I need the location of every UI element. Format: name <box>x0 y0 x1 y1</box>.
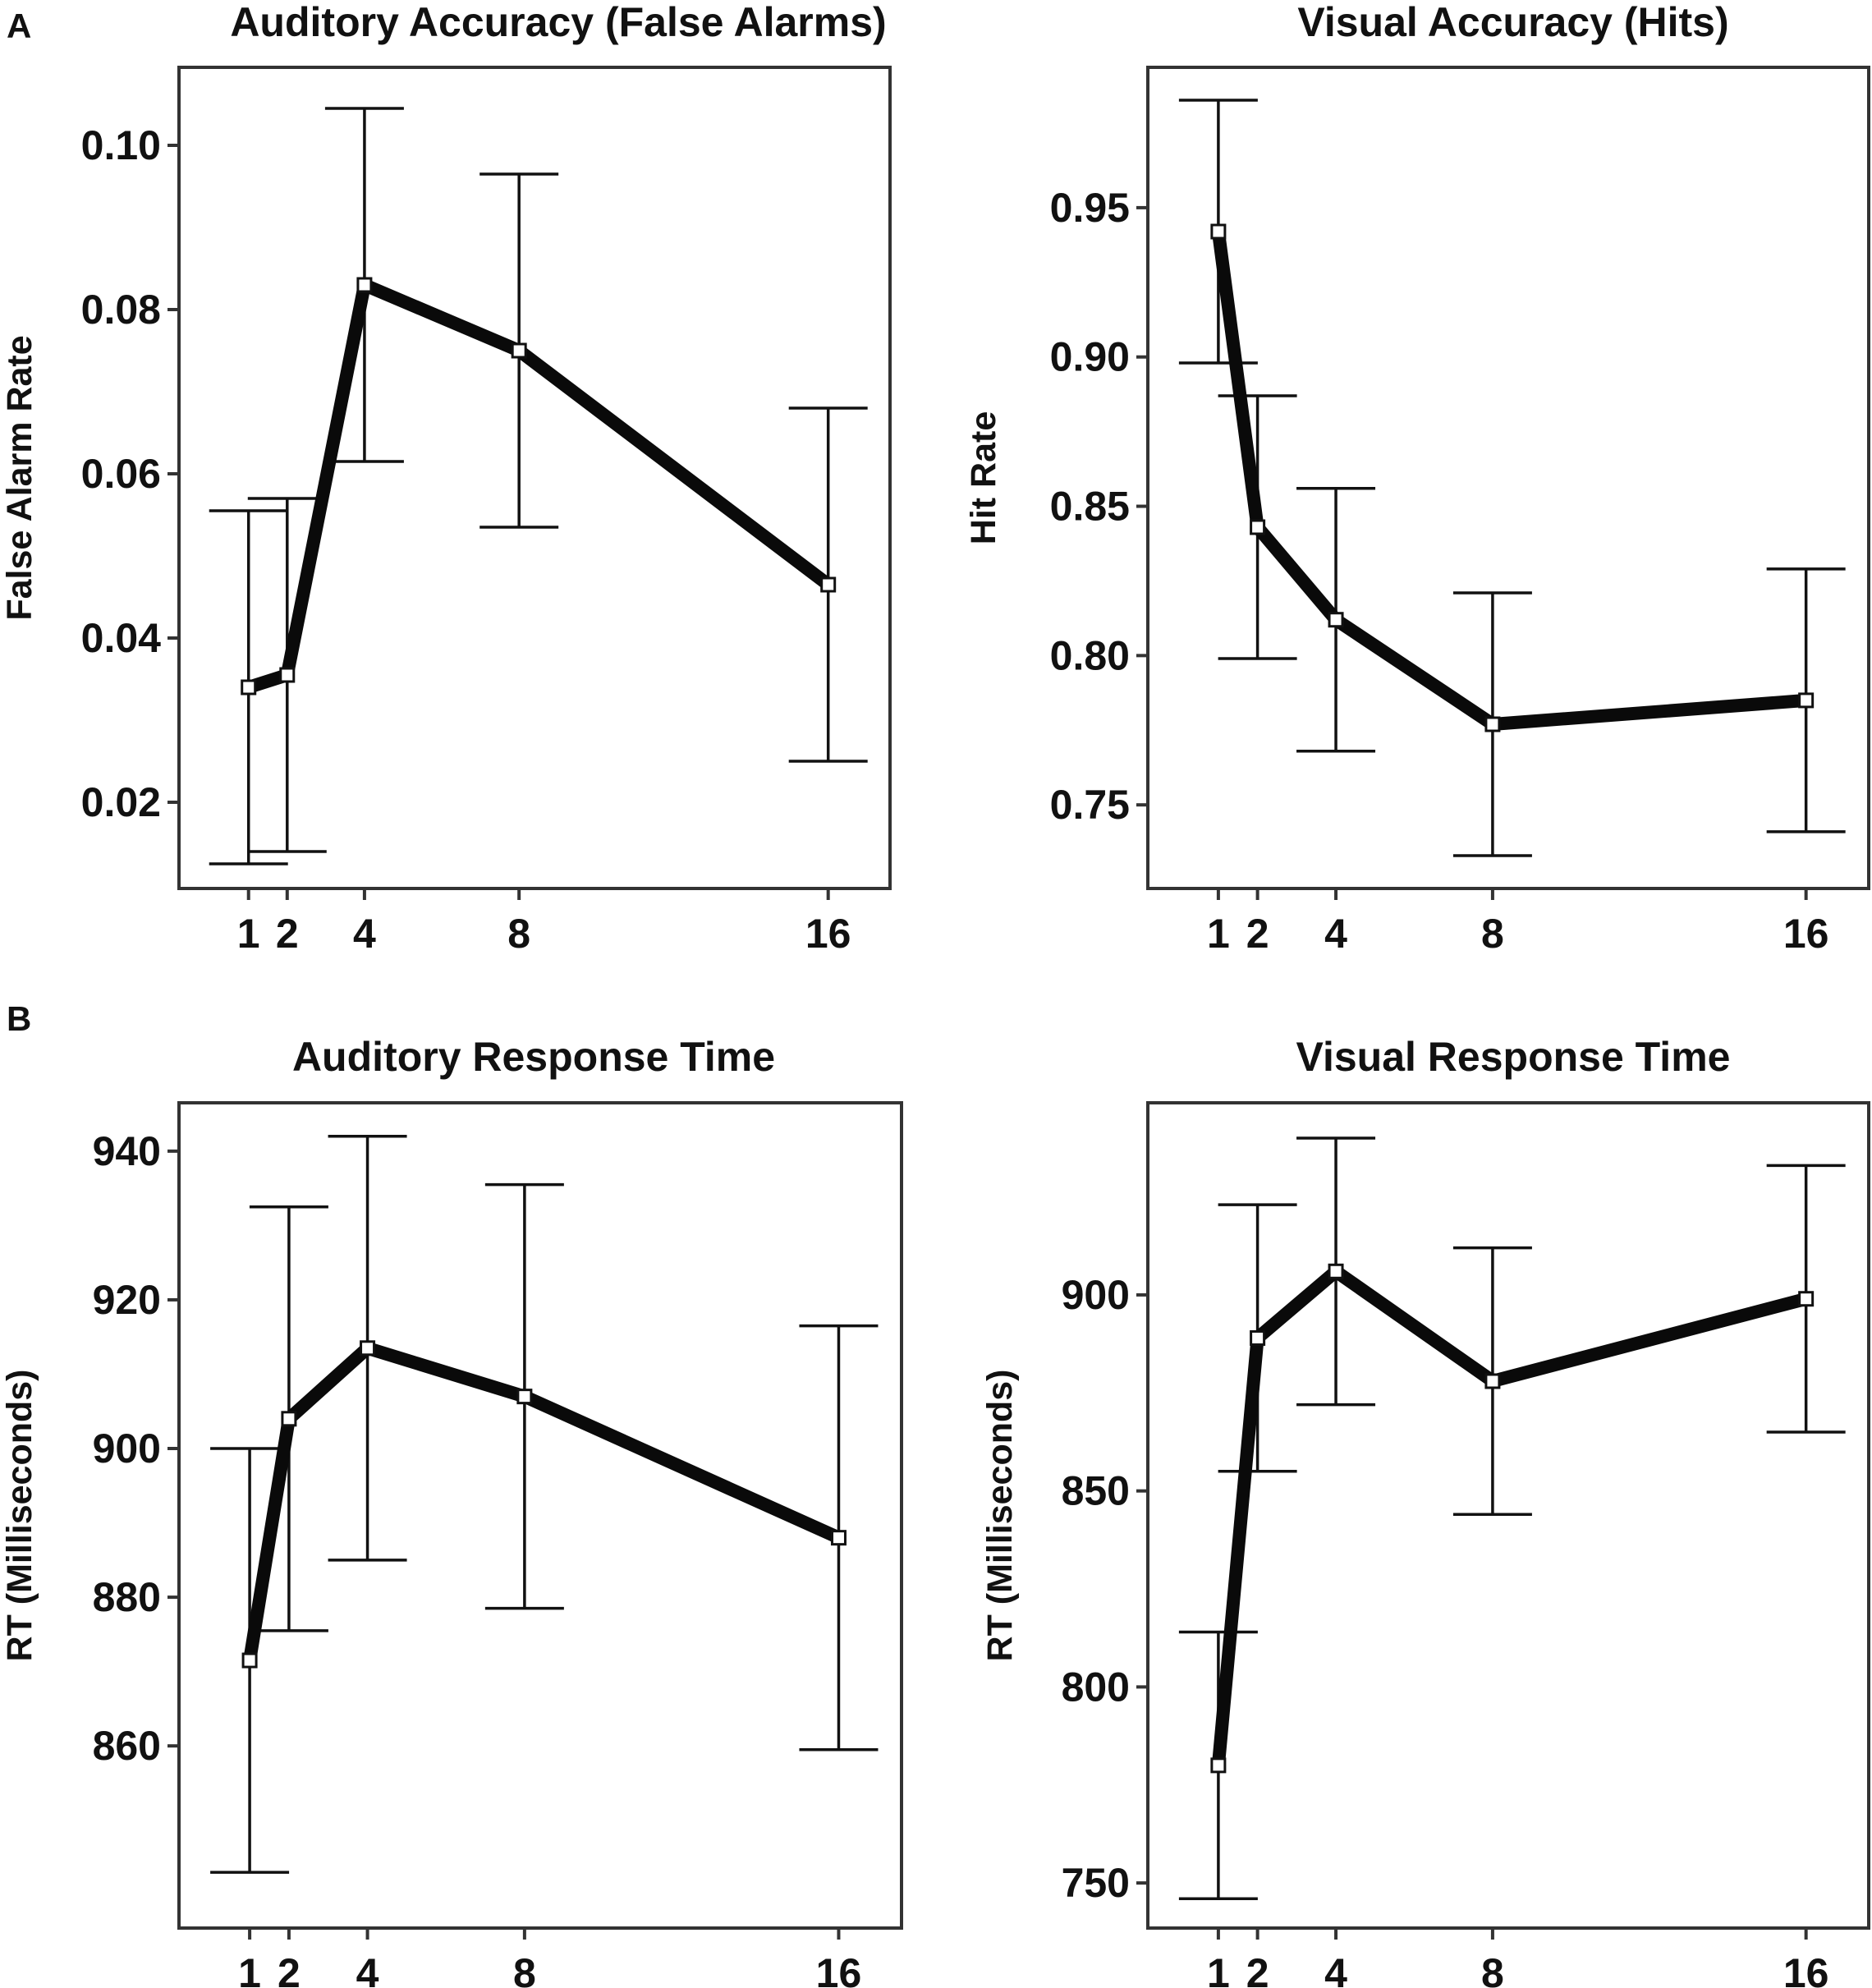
data-point <box>356 277 373 293</box>
plot-frame <box>1146 66 1870 890</box>
series-line <box>1211 1265 1813 1772</box>
x-tick-label: 1 <box>237 911 260 957</box>
data-point <box>516 1389 533 1405</box>
data-point <box>820 576 837 593</box>
chart-title: Auditory Response Time <box>292 1034 775 1080</box>
data-point <box>241 1652 258 1669</box>
data-point <box>1210 223 1227 240</box>
y-tick-label: 0.80 <box>1050 632 1130 678</box>
series-line <box>1211 225 1813 731</box>
x-tick-label: 2 <box>276 911 299 957</box>
x-tick-label: 4 <box>1324 911 1347 957</box>
data-point <box>241 679 257 696</box>
y-tick-label: 0.10 <box>81 122 161 168</box>
y-tick-label: 900 <box>93 1426 161 1471</box>
y-axis-label: False Alarm Rate <box>0 335 39 620</box>
y-tick-label: 920 <box>93 1277 161 1323</box>
x-tick-label: 8 <box>1481 911 1504 957</box>
x-tick-label: 1 <box>1207 1950 1230 1988</box>
data-point <box>1250 519 1266 535</box>
y-tick-label: 940 <box>93 1128 161 1174</box>
data-point <box>511 342 527 359</box>
x-tick-label: 1 <box>1207 911 1230 957</box>
data-point <box>1798 1291 1815 1307</box>
data-point <box>1484 1373 1501 1389</box>
x-tick-label: 4 <box>356 1950 379 1988</box>
panel-label-b: B <box>7 999 31 1038</box>
data-point <box>281 1411 297 1427</box>
data-point <box>1328 612 1344 628</box>
y-tick-label: 0.08 <box>81 287 161 333</box>
y-tick-label: 0.04 <box>81 615 162 661</box>
chart-auditory-rt: Auditory Response Time RT (Milliseconds) 8… <box>0 1034 903 1988</box>
x-tick-label: 4 <box>353 911 376 957</box>
chart-title: Auditory Accuracy (False Alarms) <box>230 0 886 45</box>
panel-label-a: A <box>7 7 31 45</box>
chart-auditory-accuracy: Auditory Accuracy (False Alarms) False Al… <box>0 0 892 957</box>
x-tick-label: 16 <box>1783 1950 1829 1988</box>
data-point <box>1250 1329 1266 1346</box>
y-axis-label: RT (Milliseconds) <box>0 1370 39 1662</box>
data-point <box>1328 1263 1344 1279</box>
x-tick-label: 16 <box>816 1950 862 1988</box>
x-tick-label: 2 <box>278 1950 301 1988</box>
x-tick-label: 16 <box>805 911 851 957</box>
x-tick-label: 8 <box>1481 1950 1504 1988</box>
y-tick-label: 800 <box>1062 1664 1130 1710</box>
x-tick-label: 2 <box>1246 911 1269 957</box>
chart-visual-accuracy: Visual Accuracy (Hits) Hit Rate 0.75 0.80 0.… <box>964 0 1870 957</box>
chart-title: Visual Accuracy (Hits) <box>1297 0 1728 45</box>
data-point <box>1798 692 1815 709</box>
plot-frame <box>1146 1101 1870 1930</box>
x-tick-label: 16 <box>1783 911 1829 957</box>
y-axis-label: Hit Rate <box>964 411 1003 544</box>
chart-title: Visual Response Time <box>1296 1034 1731 1080</box>
y-tick-label: 0.95 <box>1050 185 1130 231</box>
series-line <box>241 278 835 694</box>
y-tick-label: 0.02 <box>81 779 161 825</box>
y-tick-label: 860 <box>93 1723 161 1769</box>
y-tick-label: 0.06 <box>81 451 161 497</box>
series-line <box>243 1341 846 1668</box>
y-axis-label: RT (Milliseconds) <box>980 1370 1020 1662</box>
y-tick-label: 0.90 <box>1050 334 1130 380</box>
data-point <box>1210 1757 1227 1774</box>
y-tick-label: 750 <box>1062 1860 1130 1906</box>
data-point <box>360 1340 376 1357</box>
y-tick-label: 880 <box>93 1574 161 1620</box>
x-tick-label: 8 <box>513 1950 536 1988</box>
y-tick-label: 0.75 <box>1050 782 1130 828</box>
x-tick-label: 8 <box>507 911 530 957</box>
data-point <box>279 667 296 683</box>
y-tick-label: 900 <box>1062 1272 1130 1318</box>
y-tick-label: 0.85 <box>1050 484 1130 530</box>
x-tick-label: 2 <box>1246 1950 1269 1988</box>
x-tick-label: 4 <box>1324 1950 1347 1988</box>
plot-frame <box>177 66 892 890</box>
y-tick-label: 850 <box>1062 1468 1130 1514</box>
plot-frame <box>177 1101 903 1930</box>
chart-visual-rt: Visual Response Time RT (Milliseconds) 750… <box>980 1034 1870 1988</box>
data-point <box>1484 716 1501 732</box>
x-tick-label: 1 <box>238 1950 261 1988</box>
data-point <box>830 1530 847 1546</box>
